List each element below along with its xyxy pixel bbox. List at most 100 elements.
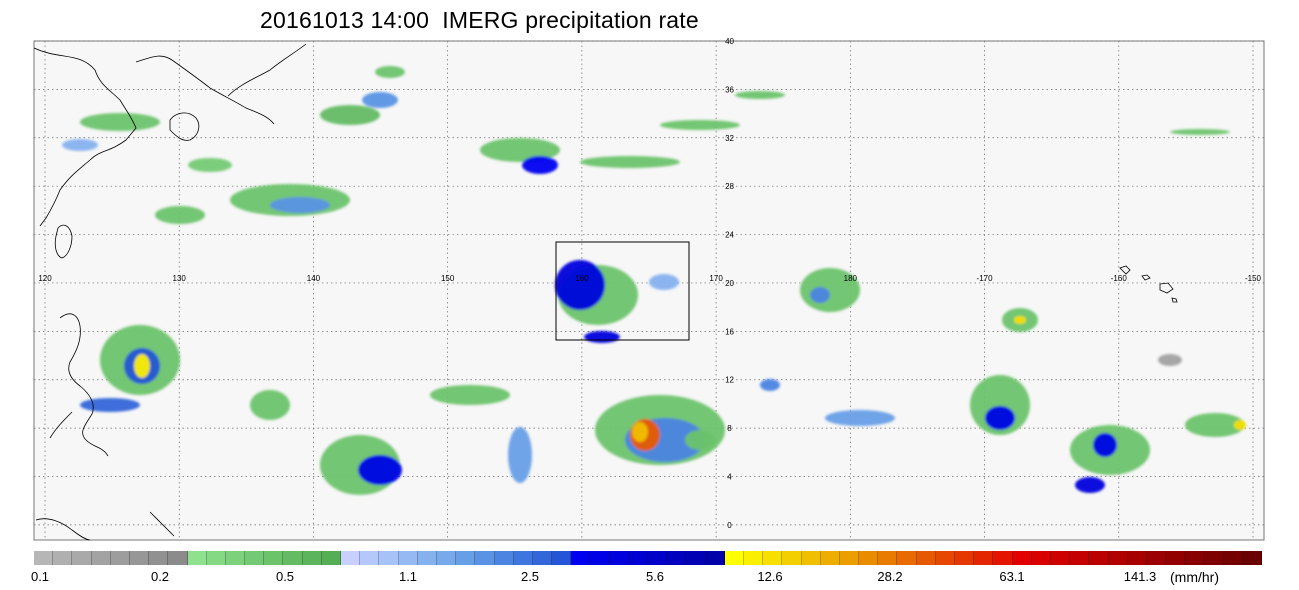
colorbar-swatch	[935, 551, 955, 565]
colorbar-tick-label: 5.6	[645, 569, 665, 584]
colorbar-swatch	[494, 551, 514, 565]
colorbar-tick-label: 28.2	[877, 569, 903, 584]
precip-area	[1093, 433, 1117, 457]
colorbar-swatch	[648, 551, 668, 565]
colorbar-swatch	[801, 551, 821, 565]
colorbar-tick-label: 0.2	[150, 569, 170, 584]
lon-tick-label: 130	[173, 274, 187, 283]
coastlines	[33, 43, 1178, 541]
precip-areas	[62, 66, 1246, 495]
colorbar-swatch	[1012, 551, 1032, 565]
lon-tick-label: -170	[977, 274, 994, 283]
lat-tick-label: 0	[727, 521, 732, 530]
colorbar-tick-label: 12.6	[757, 569, 783, 584]
page-title: 20161013 14:00 IMERG precipitation rate	[260, 7, 699, 33]
precip-area	[62, 139, 98, 151]
colorbar-swatch	[149, 551, 169, 565]
lat-tick-label: 32	[725, 134, 734, 143]
precip-area	[825, 410, 895, 426]
precip-area	[685, 430, 715, 450]
precip-area	[1075, 477, 1105, 493]
colorbar-swatch	[513, 551, 533, 565]
lon-tick-label: -150	[1245, 274, 1262, 283]
colorbar-tick-label: 0.5	[275, 569, 295, 584]
colorbar-swatch	[955, 551, 975, 565]
coast-philippines	[49, 313, 109, 457]
colorbar-swatch	[705, 551, 725, 565]
map-axis-labels: 120 130 140 150 160 170 180 -170 -160 -1504036322…	[38, 37, 1261, 530]
colorbar-swatch	[1070, 551, 1090, 565]
colorbar-tick-label: 2.5	[520, 569, 540, 584]
precip-area	[660, 120, 740, 130]
precip-area	[1014, 316, 1026, 324]
lat-tick-label: 24	[725, 231, 734, 240]
precip-area	[1158, 354, 1182, 366]
coast-japan-honshu	[135, 43, 307, 125]
colorbar-swatch	[129, 551, 150, 565]
lon-tick-label: 150	[441, 274, 455, 283]
lat-tick-label: 40	[725, 37, 734, 46]
colorbar-swatch	[187, 551, 207, 565]
coast-korea-japan	[33, 47, 137, 227]
precip-area	[1234, 420, 1246, 430]
coast-borneo	[35, 518, 91, 541]
colorbar-swatch	[974, 551, 994, 565]
colorbar-swatch	[1166, 551, 1186, 565]
lon-tick-label: 120	[38, 274, 52, 283]
colorbar-swatch	[1146, 551, 1167, 565]
colorbar-swatch	[667, 551, 687, 565]
colorbar-tick-label: 141.3	[1123, 569, 1157, 584]
colorbar-swatch	[225, 551, 246, 565]
precip-area	[362, 92, 398, 108]
precip-area	[320, 105, 380, 125]
precip-area	[760, 379, 780, 391]
colorbar-tick-label: 0.1	[30, 569, 50, 584]
colorbar-swatch	[53, 551, 73, 565]
colorbar-swatch	[168, 551, 188, 565]
colorbar-swatch	[1242, 551, 1262, 565]
precip-area	[735, 91, 785, 99]
colorbar-swatch	[1031, 551, 1051, 565]
colorbar-swatch	[916, 551, 936, 565]
colorbar-swatch	[839, 551, 860, 565]
lat-tick-label: 8	[727, 424, 732, 433]
lat-tick-label: 16	[725, 327, 734, 336]
colorbar-swatch	[34, 551, 54, 565]
colorbar-swatch	[456, 551, 476, 565]
colorbar-swatch	[341, 551, 361, 565]
colorbar-swatch	[1127, 551, 1147, 565]
lat-tick-label: 20	[725, 279, 734, 288]
precip-area	[134, 354, 150, 378]
colorbar-swatch	[782, 551, 802, 565]
precip-area	[580, 156, 680, 168]
precip-area	[970, 375, 1030, 435]
colorbar-swatch	[763, 551, 783, 565]
colorbar-swatch	[820, 551, 840, 565]
colorbar	[34, 551, 1262, 565]
coast-new-guinea	[149, 511, 175, 537]
colorbar-swatch	[878, 551, 898, 565]
precip-area	[358, 455, 402, 485]
coast-taiwan	[54, 224, 73, 259]
colorbar-swatch	[379, 551, 399, 565]
colorbar-swatch	[475, 551, 495, 565]
precip-area	[1170, 129, 1230, 135]
lat-tick-label: 4	[727, 473, 732, 482]
colorbar-swatch	[590, 551, 610, 565]
colorbar-swatch	[1204, 551, 1224, 565]
colorbar-swatch	[72, 551, 92, 565]
precip-area	[522, 156, 558, 174]
colorbar-swatch	[1185, 551, 1205, 565]
colorbar-swatch	[609, 551, 629, 565]
precip-area	[80, 398, 140, 412]
colorbar-swatch	[245, 551, 265, 565]
colorbar-tick-label: 63.1	[999, 569, 1025, 584]
colorbar-swatch	[724, 551, 744, 565]
colorbar-swatch	[1050, 551, 1071, 565]
colorbar-tick-label: 1.1	[398, 569, 418, 584]
colorbar-swatch	[206, 551, 226, 565]
colorbar-swatch	[552, 551, 572, 565]
precip-area	[250, 390, 290, 420]
colorbar-swatch	[321, 551, 341, 565]
precipitation-map: 120 130 140 150 160 170 180 -170 -160 -1504036322…	[33, 37, 1265, 541]
